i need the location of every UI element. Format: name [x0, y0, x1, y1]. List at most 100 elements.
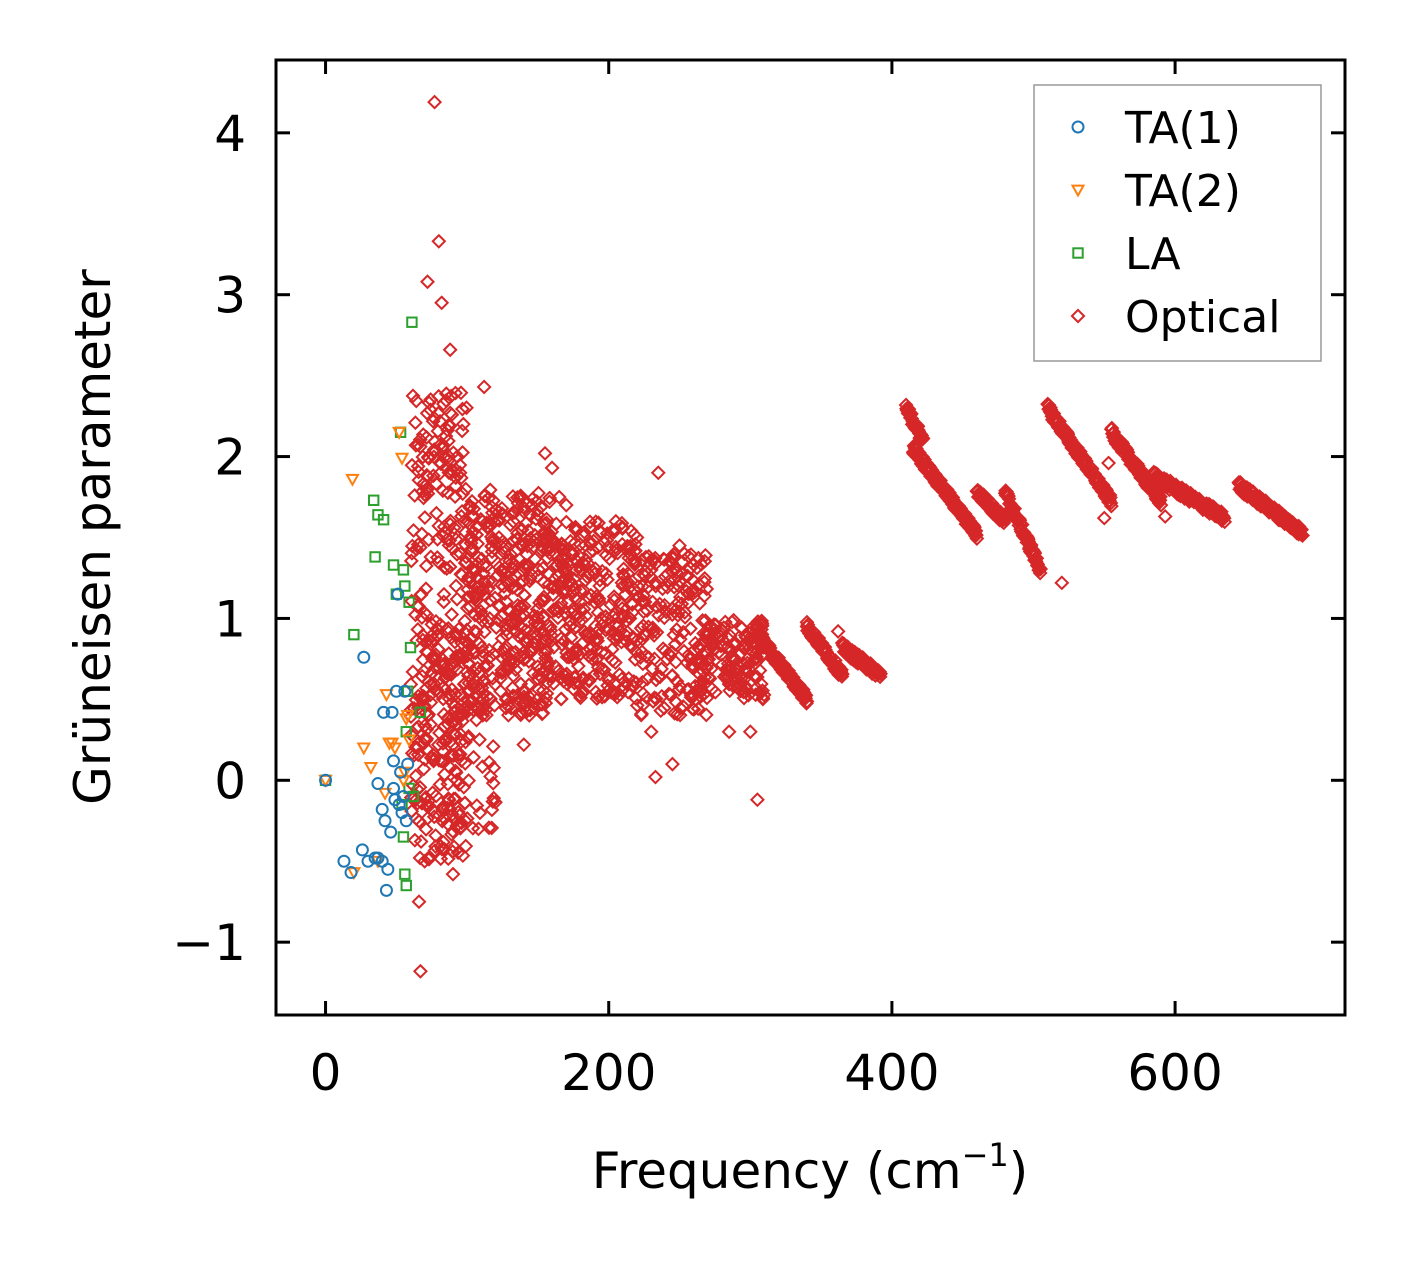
optical-point	[498, 700, 514, 716]
la-point	[397, 831, 410, 843]
optical-point	[449, 546, 465, 562]
optical-point	[453, 385, 469, 401]
optical-point	[429, 621, 445, 637]
optical-point	[672, 678, 688, 694]
optical-point	[484, 550, 500, 566]
optical-point	[654, 661, 669, 677]
optical-point	[405, 388, 421, 404]
optical-point	[647, 769, 663, 785]
optical-point	[448, 578, 464, 594]
optical-point	[554, 551, 570, 567]
optical-point	[1054, 575, 1070, 591]
optical-point	[534, 706, 550, 722]
optical-point	[567, 621, 583, 637]
optical-point	[452, 465, 468, 481]
optical-point	[440, 800, 455, 816]
optical-point	[445, 540, 460, 556]
optical-point	[635, 578, 650, 594]
optical-point	[734, 620, 750, 636]
legend-marker-ta2	[1070, 184, 1086, 198]
optical-point	[713, 638, 729, 654]
optical-point	[459, 513, 475, 529]
optical-point	[576, 582, 591, 598]
optical-point	[449, 449, 465, 465]
optical-point	[672, 589, 688, 605]
optical-point	[435, 735, 451, 751]
optical-point	[589, 651, 605, 667]
optical-point	[558, 514, 574, 530]
optical-point	[426, 809, 442, 825]
optical-point	[1295, 528, 1310, 544]
optical-point	[459, 600, 475, 616]
optical-point	[480, 658, 496, 674]
ta-1-point	[391, 587, 405, 601]
ta-1-point	[355, 843, 369, 857]
optical-point	[590, 605, 606, 620]
optical-point	[721, 659, 737, 675]
optical-point	[702, 671, 718, 687]
optical-point	[464, 493, 480, 509]
optical-point	[454, 401, 470, 417]
optical-point	[566, 571, 582, 587]
optical-point	[431, 807, 447, 823]
optical-point	[1103, 498, 1119, 514]
optical-point	[408, 437, 424, 453]
optical-point	[503, 653, 519, 669]
optical-point	[470, 681, 486, 697]
optical-point	[915, 431, 931, 446]
y-tick-label: 1	[214, 590, 246, 648]
optical-point	[609, 619, 625, 635]
optical-point	[471, 821, 486, 837]
optical-point	[568, 562, 584, 578]
optical-point	[661, 646, 677, 662]
optical-point	[690, 653, 706, 669]
optical-point	[675, 624, 691, 640]
optical-point	[418, 558, 434, 574]
ta-1-point	[377, 705, 391, 719]
ta-2-point	[379, 689, 394, 703]
optical-point	[670, 594, 686, 610]
ta-1-point	[384, 825, 398, 839]
optical-point	[453, 648, 469, 664]
optical-point	[1216, 510, 1232, 526]
optical-point	[463, 529, 479, 545]
optical-point	[578, 608, 594, 624]
optical-point	[408, 607, 423, 623]
optical-point	[643, 724, 659, 740]
optical-point	[428, 505, 444, 521]
optical-point	[407, 487, 423, 503]
optical-point	[615, 578, 631, 594]
optical-point	[475, 707, 491, 723]
x-tick-label: 200	[561, 1044, 656, 1102]
optical-point	[449, 818, 465, 834]
optical-point	[469, 584, 485, 600]
optical-point	[434, 841, 450, 857]
optical-point	[418, 821, 434, 837]
la-point	[400, 879, 412, 892]
optical-point	[430, 737, 446, 753]
optical-point	[650, 465, 666, 481]
optical-point	[419, 798, 435, 814]
optical-point	[664, 644, 680, 660]
optical-point	[608, 539, 624, 555]
optical-point	[459, 811, 475, 827]
optical-point	[442, 342, 458, 358]
optical-point	[536, 663, 552, 679]
optical-point	[442, 405, 458, 421]
optical-point	[465, 820, 481, 836]
optical-point	[517, 560, 533, 576]
optical-point	[693, 675, 709, 691]
optical-point	[453, 566, 469, 582]
optical-point	[403, 553, 419, 569]
optical-point	[590, 659, 606, 675]
optical-point	[423, 402, 438, 418]
ta-1-point	[379, 883, 393, 897]
optical-point	[707, 622, 723, 637]
optical-point	[458, 734, 473, 750]
optical-point	[593, 524, 609, 539]
ta-2-point	[401, 734, 417, 748]
optical-point	[490, 535, 506, 551]
optical-point	[447, 812, 462, 828]
optical-point	[539, 685, 555, 701]
